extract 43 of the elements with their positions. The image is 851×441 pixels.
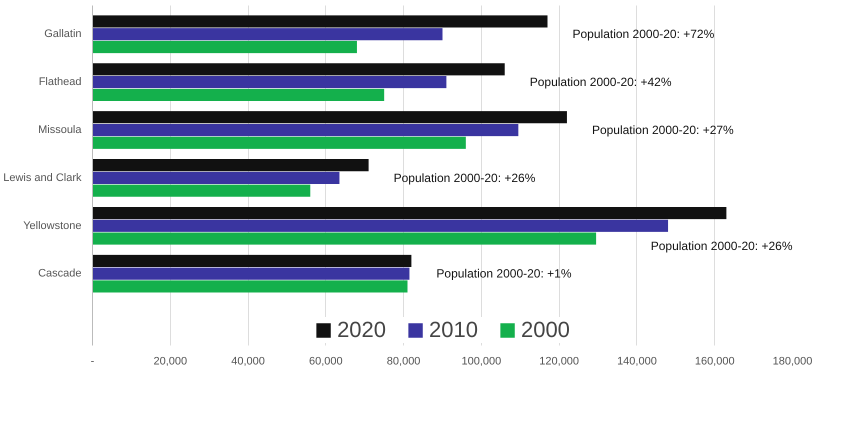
bar <box>92 40 357 54</box>
y-tick-label: Lewis and Clark <box>3 172 82 184</box>
y-tick-label: Cascade <box>38 268 82 280</box>
bar <box>92 268 410 280</box>
x-tick-label: 140,000 <box>617 356 657 368</box>
y-tick-label: Flathead <box>38 76 82 88</box>
annotation: Population 2000-20: +42% <box>530 75 672 90</box>
bar <box>92 111 567 124</box>
annotation: Population 2000-20: +72% <box>572 27 715 42</box>
x-tick-label: - <box>90 356 95 368</box>
bar <box>92 254 412 267</box>
x-tick-label: 40,000 <box>231 356 265 368</box>
x-tick-label: 100,000 <box>462 356 502 368</box>
bar <box>92 63 505 76</box>
x-tick-label: 80,000 <box>386 356 420 368</box>
x-tick-label: 120,000 <box>539 356 580 368</box>
bar <box>92 206 726 220</box>
legend-label: 2010 <box>429 317 478 343</box>
x-tick-label: 60,000 <box>309 356 343 368</box>
bar <box>92 124 518 136</box>
annotation: Population 2000-20: +26% <box>394 170 536 185</box>
annotation: Population 2000-20: +1% <box>436 266 572 281</box>
y-tick-label: Gallatin <box>44 28 82 40</box>
bar <box>92 136 466 149</box>
x-tick-label: 180,000 <box>772 356 812 368</box>
bar <box>92 88 384 101</box>
y-tick-label: Yellowstone <box>23 220 82 232</box>
bar <box>92 184 310 197</box>
bar <box>92 159 369 172</box>
bar <box>92 172 340 184</box>
bar <box>92 15 548 28</box>
bar <box>92 232 596 245</box>
y-tick-label: Missoula <box>38 124 82 136</box>
bar <box>92 220 668 232</box>
legend-label: 2000 <box>520 317 570 343</box>
x-tick-label: 160,000 <box>694 356 735 368</box>
annotation: Population 2000-20: +27% <box>592 123 734 138</box>
x-tick-label: 20,000 <box>153 356 188 368</box>
bar <box>92 280 408 293</box>
legend-label: 2020 <box>337 317 386 343</box>
annotation: Population 2000-20: +26% <box>650 238 793 253</box>
bar <box>92 28 442 40</box>
bar <box>92 76 446 88</box>
